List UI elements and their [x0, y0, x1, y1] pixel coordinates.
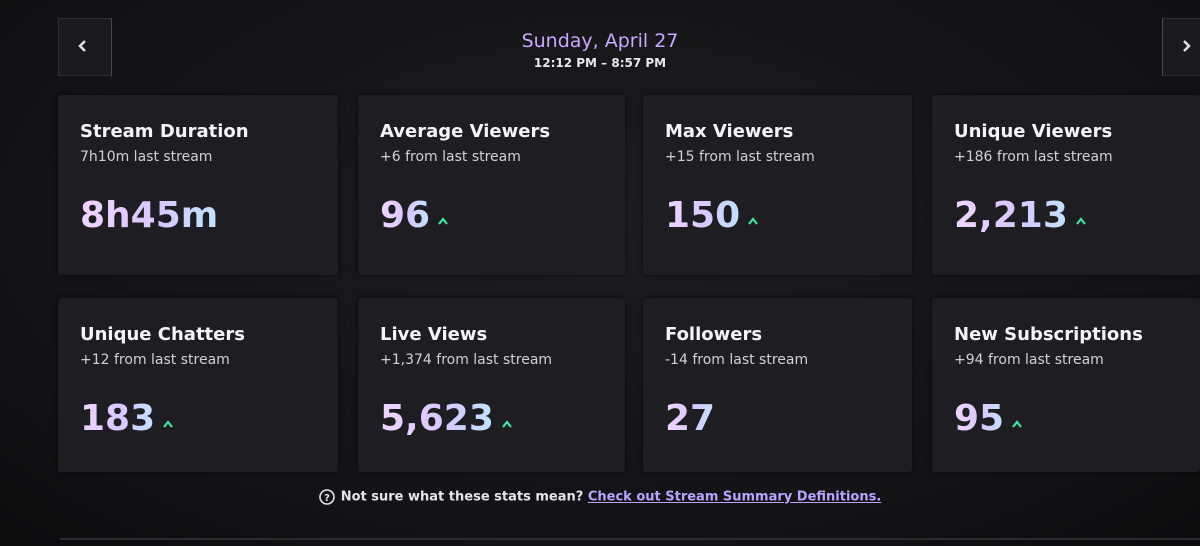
card-comparison: +1,374 from last stream: [380, 352, 553, 368]
footer: ? Not sure what these stats mean? Check o…: [0, 489, 1200, 505]
stat-card: Live Views +1,374 from last stream 5,623: [358, 298, 625, 472]
card-title: Unique Chatters: [80, 324, 245, 345]
trend-up-icon: [502, 420, 512, 428]
card-comparison: +6 from last stream: [380, 149, 521, 165]
stream-date: Sunday, April 27: [521, 30, 679, 52]
card-value: 96: [380, 195, 431, 236]
stat-card: Average Viewers +6 from last stream 96: [358, 95, 625, 275]
card-title: New Subscriptions: [954, 324, 1143, 345]
card-value: 5,623: [380, 398, 494, 439]
card-comparison: 7h10m last stream: [80, 149, 213, 165]
definitions-link[interactable]: Check out Stream Summary Definitions.: [587, 489, 882, 505]
stat-card: Stream Duration 7h10m last stream 8h45m: [58, 95, 338, 275]
next-stream-button[interactable]: [1162, 18, 1200, 76]
footer-text: Not sure what these stats mean?: [340, 489, 584, 505]
card-value: 183: [80, 398, 156, 439]
trend-up-icon: [163, 420, 173, 428]
card-value: 8h45m: [80, 195, 219, 236]
card-title: Followers: [665, 324, 763, 345]
trend-up-icon: [748, 217, 758, 225]
stat-card: Followers -14 from last stream 27: [643, 298, 912, 472]
card-comparison: +15 from last stream: [665, 149, 815, 165]
card-value: 27: [665, 398, 716, 439]
stream-time-range: 12:12 PM – 8:57 PM: [533, 56, 667, 70]
chevron-left-icon: [78, 40, 86, 52]
card-title: Live Views: [380, 324, 488, 345]
trend-up-icon: [1076, 217, 1086, 225]
card-comparison: +94 from last stream: [954, 352, 1104, 368]
previous-stream-button[interactable]: [58, 18, 112, 76]
stat-card: Unique Viewers +186 from last stream 2,213: [932, 95, 1200, 275]
card-title: Stream Duration: [80, 121, 249, 142]
stat-card: Unique Chatters +12 from last stream 183: [58, 298, 338, 472]
card-title: Unique Viewers: [954, 121, 1113, 142]
card-title: Average Viewers: [380, 121, 551, 142]
chevron-right-icon: [1183, 40, 1191, 52]
card-comparison: +12 from last stream: [80, 352, 230, 368]
svg-text:?: ?: [324, 493, 330, 504]
divider: [60, 538, 1200, 540]
trend-up-icon: [438, 217, 448, 225]
help-icon: ?: [318, 489, 335, 505]
card-comparison: -14 from last stream: [665, 352, 809, 368]
stat-card: New Subscriptions +94 from last stream 95: [932, 298, 1200, 472]
card-comparison: +186 from last stream: [954, 149, 1113, 165]
trend-up-icon: [1012, 420, 1022, 428]
card-title: Max Viewers: [665, 121, 794, 142]
card-value: 2,213: [954, 195, 1068, 236]
stat-card: Max Viewers +15 from last stream 150: [643, 95, 912, 275]
card-value: 95: [954, 398, 1005, 439]
card-value: 150: [665, 195, 741, 236]
